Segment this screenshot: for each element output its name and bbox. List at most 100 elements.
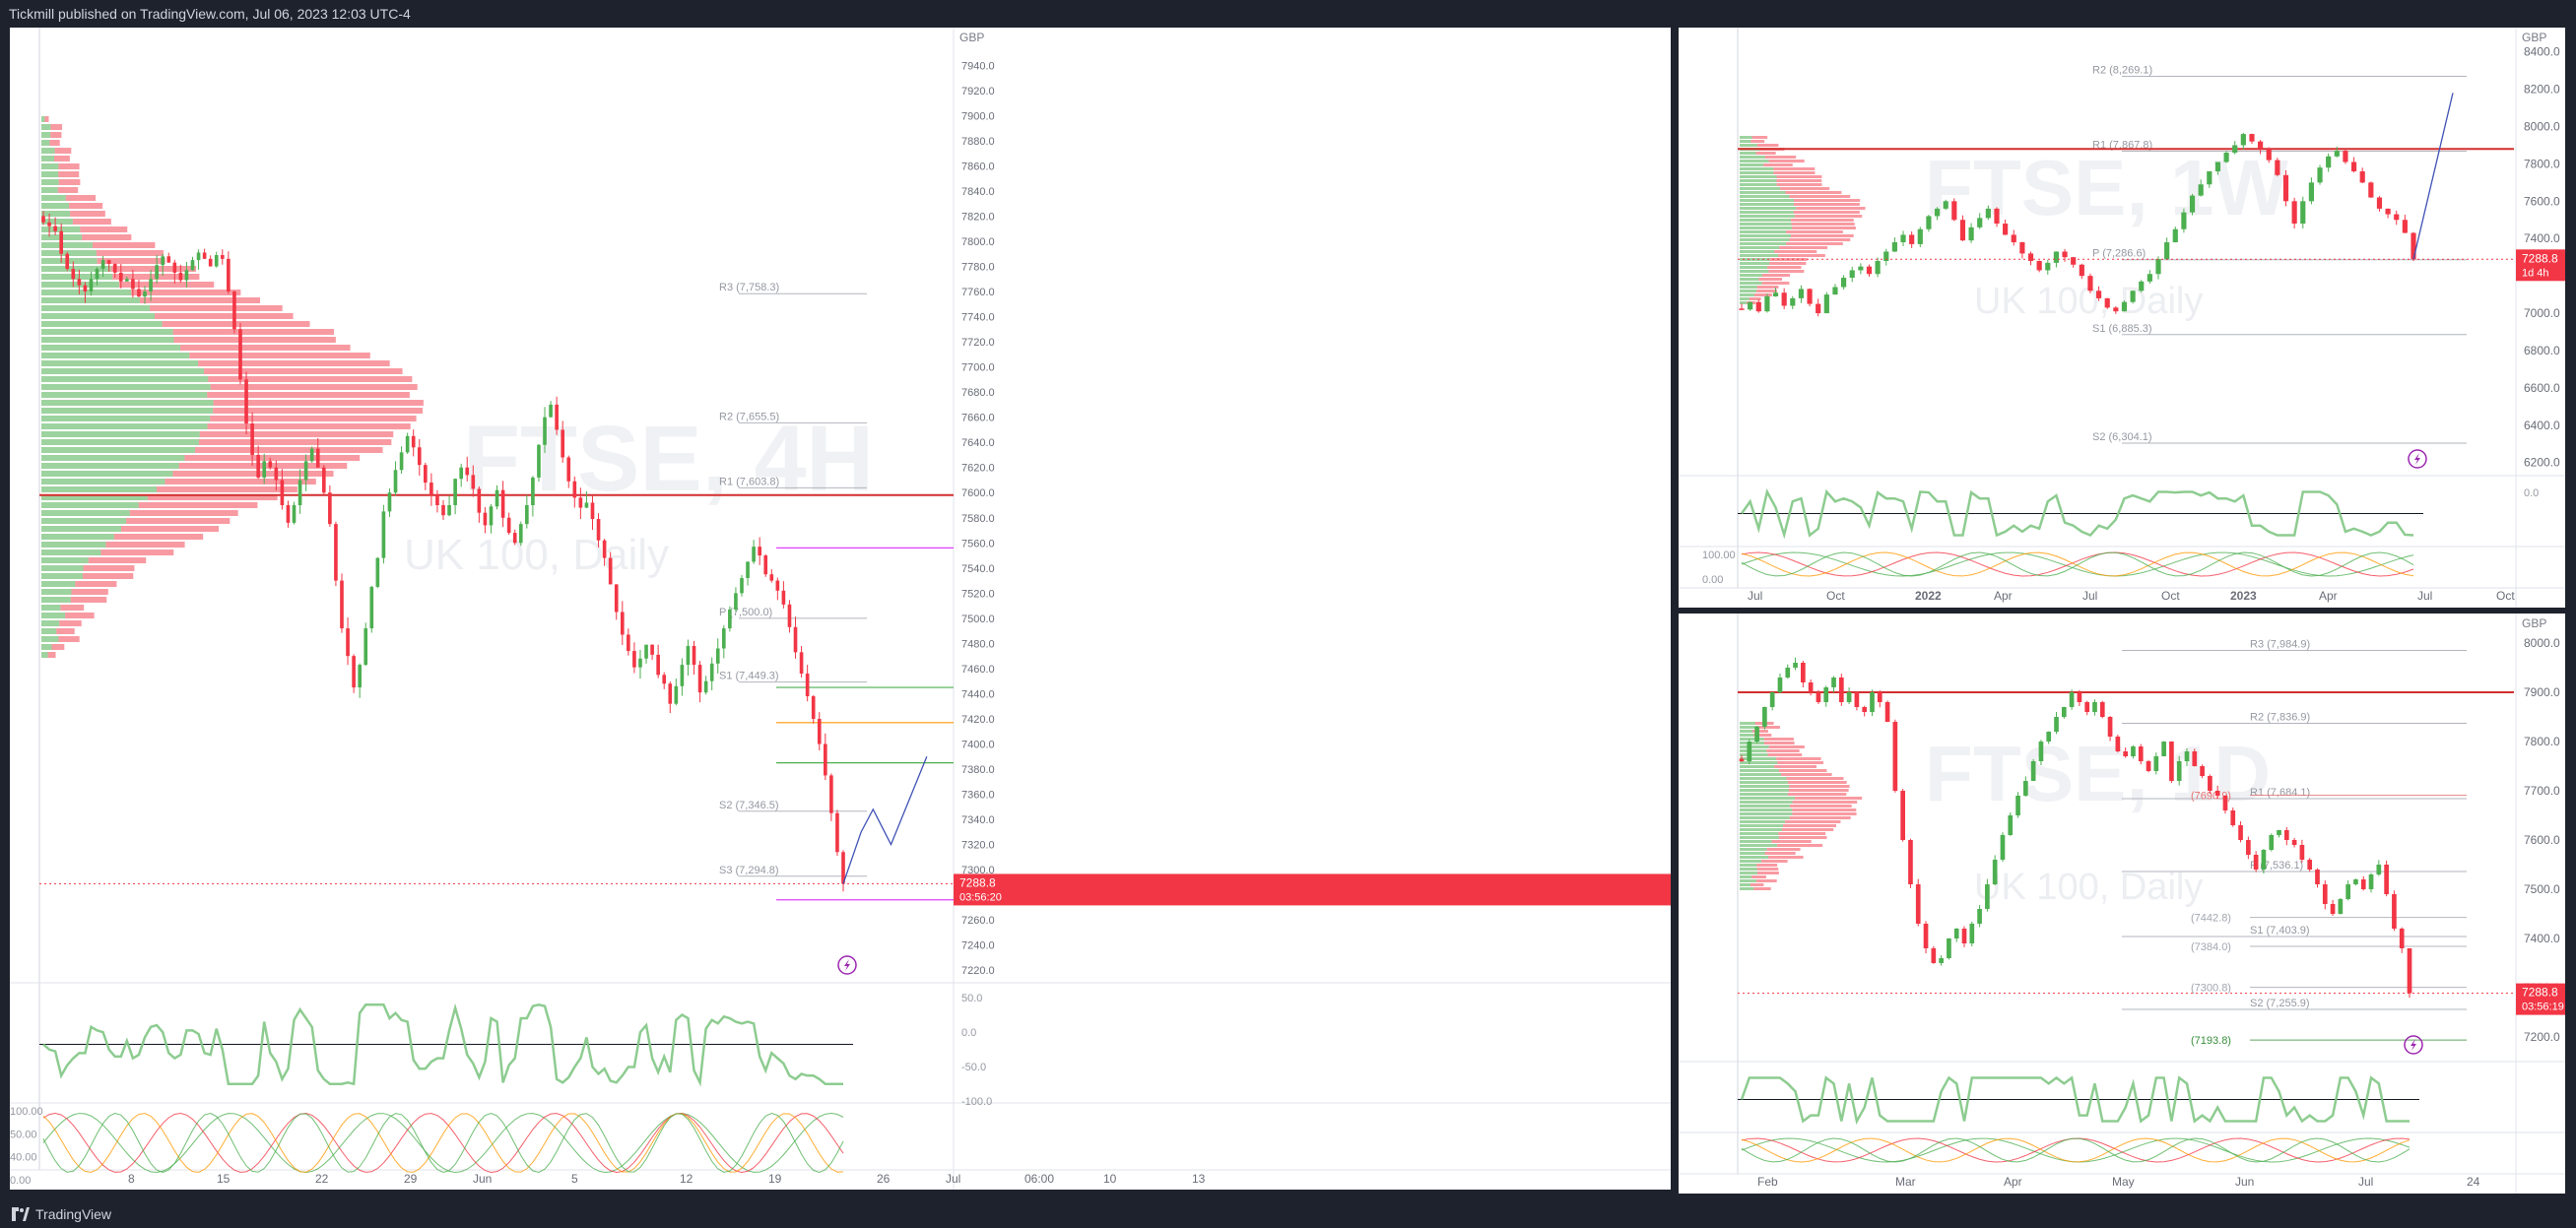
candle-body bbox=[89, 279, 94, 292]
y-tick-label: 7500.0 bbox=[2524, 882, 2560, 896]
volume-profile-bar bbox=[1791, 219, 1854, 222]
candle-body bbox=[1908, 840, 1913, 884]
volume-profile-bar bbox=[1781, 773, 1832, 776]
volume-profile-bar bbox=[1758, 278, 1782, 281]
volume-profile-bar bbox=[1740, 290, 1757, 292]
volume-profile-bar bbox=[1740, 242, 1787, 245]
candle-body bbox=[2146, 761, 2151, 771]
volume-profile-bar bbox=[41, 116, 45, 122]
candle-body bbox=[2053, 251, 2060, 263]
volume-profile-bar bbox=[1740, 183, 1777, 186]
candle-body bbox=[1748, 301, 1753, 310]
candle-body bbox=[793, 626, 798, 653]
candle-body bbox=[1866, 266, 1873, 275]
candle-body bbox=[1816, 692, 1821, 702]
x-tick-label: Apr bbox=[2319, 589, 2338, 603]
oscillator-tick-label: 0.00 bbox=[10, 1175, 31, 1187]
stochastic-line bbox=[1741, 1137, 2411, 1163]
volume-profile-bar bbox=[41, 353, 190, 358]
candle-body bbox=[817, 718, 822, 744]
candle-body bbox=[1762, 707, 1767, 727]
volume-profile-bar bbox=[41, 471, 173, 477]
candle-body bbox=[2054, 717, 2059, 732]
candle-body bbox=[1841, 278, 1847, 288]
candle-body bbox=[2198, 184, 2204, 196]
volume-profile-bar bbox=[1740, 793, 1788, 796]
candle-body bbox=[483, 512, 488, 526]
candle-body bbox=[620, 612, 625, 635]
tradingview-logo-icon[interactable] bbox=[12, 1207, 30, 1221]
candle-body bbox=[2030, 761, 2036, 781]
volume-profile-bar bbox=[1740, 875, 1752, 878]
volume-profile-bar bbox=[1740, 730, 1753, 733]
volume-profile-bar bbox=[105, 542, 185, 548]
pivot-label: S3 (7,294.8) bbox=[719, 865, 779, 876]
weekly-chart-panel[interactable]: FTSE, 1W UK 100, Daily GBP 8400.0 8200.0 8000… bbox=[1679, 28, 2565, 608]
x-tick-label: 19 bbox=[768, 1172, 782, 1186]
volume-profile-bar bbox=[1788, 789, 1849, 792]
volume-profile-bar bbox=[41, 132, 51, 138]
currency-label: GBP bbox=[959, 31, 984, 44]
candle-body bbox=[232, 291, 236, 330]
volume-profile-bar bbox=[1740, 140, 1751, 143]
volume-profile-bar bbox=[41, 447, 195, 453]
volume-profile-bar bbox=[41, 636, 59, 642]
x-tick-label: May bbox=[2112, 1175, 2135, 1189]
volume-profile-bar bbox=[1740, 234, 1792, 237]
x-tick-label: Jun bbox=[2235, 1175, 2254, 1189]
candle-body bbox=[2392, 894, 2397, 929]
x-tick-label: 5 bbox=[571, 1172, 578, 1186]
candle-body bbox=[2343, 151, 2348, 162]
price-countdown: 03:56:20 bbox=[959, 891, 1002, 903]
currency-label: GBP bbox=[2522, 616, 2546, 630]
volume-profile-bar bbox=[71, 589, 108, 595]
candle-body bbox=[2131, 746, 2136, 756]
oscillator-line bbox=[1740, 487, 2414, 540]
candle-body bbox=[644, 644, 648, 659]
candle-body bbox=[2322, 884, 2328, 904]
volume-profile-bar bbox=[41, 518, 127, 524]
candle-body bbox=[686, 645, 691, 666]
candle-body bbox=[572, 481, 577, 498]
price-label-box bbox=[954, 873, 1671, 906]
candle-body bbox=[59, 230, 63, 254]
y-tick-label: 7680.0 bbox=[961, 387, 995, 399]
volume-profile-bar bbox=[1740, 215, 1795, 218]
volume-profile-bar bbox=[50, 132, 62, 138]
y-tick-label: 8400.0 bbox=[2524, 45, 2560, 59]
volume-profile-bar bbox=[1753, 734, 1772, 737]
level-annotation: (7690.9) bbox=[2191, 791, 2231, 803]
candle-body bbox=[728, 609, 732, 629]
daily-chart-panel[interactable]: FTSE, 1D UK 100, Daily GBP 8000.0 7900.0 7800… bbox=[1679, 614, 2565, 1194]
candle-body bbox=[787, 604, 792, 627]
volume-profile-bar bbox=[1740, 250, 1775, 253]
candle-body bbox=[1754, 727, 1759, 742]
volume-profile-bar bbox=[1757, 726, 1780, 729]
candle-body bbox=[709, 663, 714, 681]
volume-profile-bar bbox=[121, 526, 220, 532]
candle-body bbox=[578, 497, 583, 508]
y-tick-label: 7340.0 bbox=[961, 814, 995, 826]
pivot-label: R2 (8,269.1) bbox=[2092, 64, 2152, 76]
candle-body bbox=[393, 470, 398, 493]
candle-body bbox=[2095, 291, 2102, 298]
y-tick-label: 7500.0 bbox=[961, 614, 995, 625]
candle-body bbox=[2161, 742, 2166, 756]
daily-chart-svg[interactable]: FTSE, 1D UK 100, Daily GBP 8000.0 7900.0 7800… bbox=[1679, 614, 2565, 1194]
pivot-label: S1 (7,403.9) bbox=[2250, 925, 2310, 937]
stochastic-line bbox=[1741, 1137, 2411, 1163]
main-chart-panel[interactable]: FTSE, 4H UK 100, Daily GBP 7940.0 7920.0 7900… bbox=[10, 28, 1671, 1190]
volume-profile-bar bbox=[1740, 254, 1779, 257]
volume-profile-bar bbox=[41, 644, 52, 650]
volume-profile-bar bbox=[1740, 278, 1759, 281]
candle-body bbox=[2008, 815, 2014, 835]
stochastic-line bbox=[1741, 1137, 2411, 1163]
volume-profile-bar bbox=[1740, 136, 1752, 139]
footer-brand[interactable]: TradingView bbox=[35, 1206, 112, 1222]
volume-profile-bar bbox=[41, 297, 140, 303]
volume-profile-bar bbox=[1750, 140, 1765, 143]
level-annotation: (7193.8) bbox=[2191, 1035, 2231, 1047]
volume-profile-bar bbox=[44, 116, 49, 122]
